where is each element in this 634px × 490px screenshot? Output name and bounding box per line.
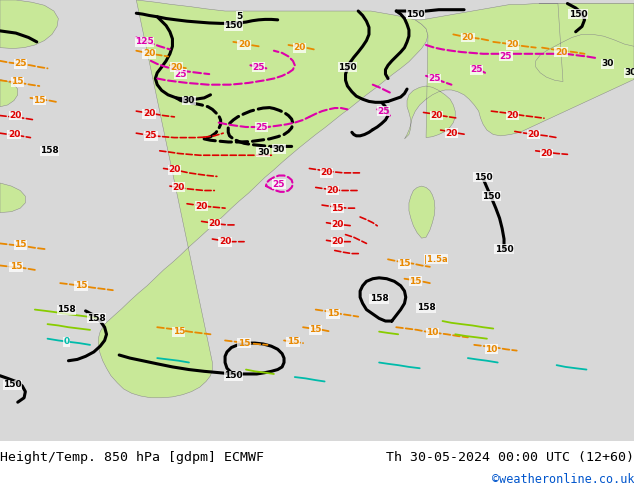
Text: 20: 20 xyxy=(430,111,443,120)
Text: 25: 25 xyxy=(145,131,157,140)
Text: 30: 30 xyxy=(183,96,195,105)
Text: 150: 150 xyxy=(3,380,22,389)
Text: Th 30-05-2024 00:00 UTC (12+60): Th 30-05-2024 00:00 UTC (12+60) xyxy=(386,451,634,464)
Polygon shape xyxy=(0,79,18,107)
Text: 20: 20 xyxy=(462,33,474,42)
Text: 20: 20 xyxy=(8,130,20,139)
Text: 30: 30 xyxy=(273,145,285,153)
Text: 150: 150 xyxy=(569,10,588,19)
Text: 30: 30 xyxy=(601,59,614,69)
Text: 15: 15 xyxy=(10,262,22,271)
Text: 20: 20 xyxy=(527,130,540,139)
Text: 150: 150 xyxy=(338,63,357,72)
Text: 25: 25 xyxy=(377,107,390,116)
Text: 158: 158 xyxy=(370,294,389,303)
Text: 150: 150 xyxy=(495,245,514,254)
Text: 20: 20 xyxy=(540,149,553,158)
Text: 15: 15 xyxy=(14,240,27,249)
Text: 125: 125 xyxy=(135,37,154,47)
Text: 20: 20 xyxy=(445,129,458,138)
Polygon shape xyxy=(98,0,428,398)
Text: 25: 25 xyxy=(14,59,27,69)
Text: 15: 15 xyxy=(11,77,24,86)
Text: 15: 15 xyxy=(398,259,411,268)
Text: 15: 15 xyxy=(172,327,185,336)
Text: 150: 150 xyxy=(224,371,243,380)
Text: Height/Temp. 850 hPa [gdpm] ECMWF: Height/Temp. 850 hPa [gdpm] ECMWF xyxy=(0,451,264,464)
Text: 15: 15 xyxy=(75,281,87,290)
Polygon shape xyxy=(0,0,58,49)
Text: 5: 5 xyxy=(236,12,243,21)
Text: 25: 25 xyxy=(174,70,187,78)
Text: 158: 158 xyxy=(87,314,106,323)
Text: 20: 20 xyxy=(506,41,519,49)
Text: 25: 25 xyxy=(255,122,268,131)
Text: 15: 15 xyxy=(287,337,299,346)
Text: 25: 25 xyxy=(252,63,265,72)
Text: 20: 20 xyxy=(327,186,339,195)
Text: 15: 15 xyxy=(327,310,339,318)
Text: 25: 25 xyxy=(273,180,285,189)
Text: 15: 15 xyxy=(33,96,46,105)
Text: ©weatheronline.co.uk: ©weatheronline.co.uk xyxy=(491,473,634,486)
Text: 150: 150 xyxy=(224,21,243,30)
Text: 20: 20 xyxy=(195,202,208,211)
Text: 20: 20 xyxy=(506,111,519,120)
Polygon shape xyxy=(404,3,634,139)
Text: 15: 15 xyxy=(309,325,322,334)
Text: 20: 20 xyxy=(293,43,306,52)
Text: 150: 150 xyxy=(406,10,425,19)
Polygon shape xyxy=(536,3,634,82)
Text: 20: 20 xyxy=(143,49,155,58)
Text: 20: 20 xyxy=(331,237,344,246)
Text: 10: 10 xyxy=(485,345,498,354)
Text: |1.5a: |1.5a xyxy=(424,255,448,264)
Text: 150: 150 xyxy=(474,173,493,182)
Text: 25: 25 xyxy=(500,52,512,61)
Text: 20: 20 xyxy=(331,220,344,229)
Text: 20: 20 xyxy=(168,165,181,174)
Text: 158: 158 xyxy=(57,305,76,314)
Text: 158: 158 xyxy=(40,147,59,155)
Text: 20: 20 xyxy=(143,109,155,118)
Polygon shape xyxy=(409,186,435,238)
Text: 0: 0 xyxy=(63,337,70,346)
Text: 15: 15 xyxy=(238,339,250,347)
Text: 158: 158 xyxy=(417,303,436,312)
Text: 20: 20 xyxy=(219,237,231,246)
Text: 30: 30 xyxy=(257,147,269,157)
Text: 25: 25 xyxy=(428,74,441,83)
Text: 15: 15 xyxy=(331,204,344,213)
Text: 20: 20 xyxy=(238,41,250,49)
Polygon shape xyxy=(0,183,25,213)
Text: 30: 30 xyxy=(624,68,634,77)
Text: 20: 20 xyxy=(208,219,221,228)
Text: 20: 20 xyxy=(10,111,22,120)
Text: 10: 10 xyxy=(426,328,439,338)
Text: 150: 150 xyxy=(482,192,501,201)
Bar xyxy=(0,441,634,490)
Text: 20: 20 xyxy=(320,169,333,177)
Text: 20: 20 xyxy=(172,183,185,192)
Text: 25: 25 xyxy=(470,65,483,74)
Text: 20: 20 xyxy=(555,48,567,56)
Text: 15: 15 xyxy=(409,277,422,286)
Text: 20: 20 xyxy=(170,63,183,72)
